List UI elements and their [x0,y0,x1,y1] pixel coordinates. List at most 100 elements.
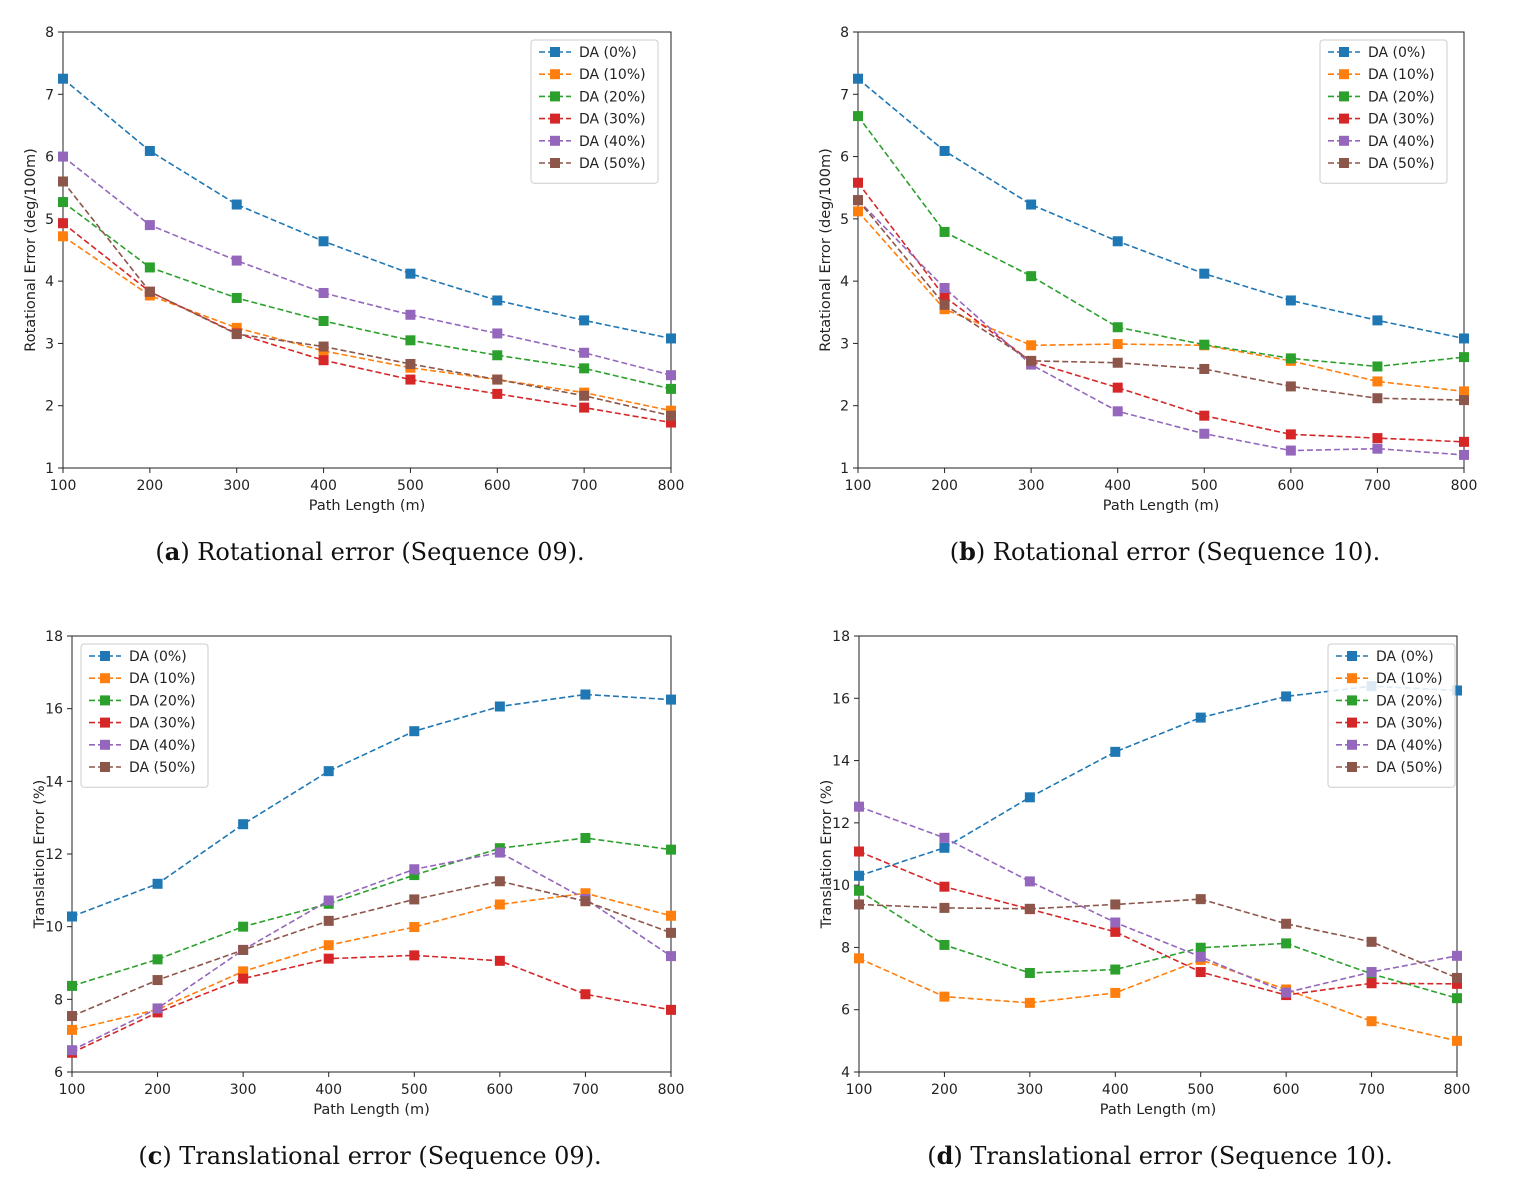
chart-b-series-3-point [1459,436,1469,447]
chart-b-series-line-1 [857,210,1465,393]
chart-c-legend-marker-2 [100,695,110,706]
chart-a-series-0-point [144,145,155,156]
chart-b-legend-marker-3 [1339,113,1349,124]
chart-d-series-2-point [1452,993,1462,1004]
chart-a-ytick-label: 6 [45,150,54,166]
chart-a-series-line-2 [62,201,672,390]
chart-a-ytick-label: 4 [45,274,54,290]
chart-c-series-1-point [238,966,249,977]
chart-a-series-0-point [318,236,329,247]
chart-a-series-5-point [666,410,676,421]
chart-d-series-1-point [1024,997,1035,1008]
chart-c-series-line-0 [71,693,672,918]
chart-b-series-0-point [1459,333,1469,344]
chart-d-xtick-label: 800 [1444,1082,1471,1098]
chart-d-series-5-point [939,902,950,913]
chart-c-legend-marker-1 [100,673,110,684]
chart-b-series-line-4 [857,199,1465,456]
chart-a-legend-label-5: DA (50%) [579,156,646,172]
chart-d-xtick-label: 300 [1016,1082,1043,1098]
chart-b-series-5-point [1112,357,1123,368]
chart-a-series-3-point [492,388,503,399]
chart-d-series-1-point [1110,987,1121,998]
chart-c-series-3-point [666,1004,676,1015]
chart-b-series-4-point [939,282,950,293]
chart-d-series-0-point [854,870,864,881]
chart-c-series-5-point [666,927,676,938]
chart-c-series-line-1 [71,892,672,1031]
chart-d-series-3-point [1195,967,1206,978]
chart-a-series-line-5 [62,180,672,417]
chart-b-series-3-point [1199,410,1210,421]
chart-a-series-1-point [231,322,242,333]
chart-b-series-0-point [1199,268,1210,279]
chart-c-xlabel: Path Length (m) [313,1102,430,1118]
caption-c: (c) Translational error (Sequence 09). [138,1141,602,1170]
chart-c-series-3-point [494,955,505,966]
chart-a-series-4-point [144,220,155,231]
chart-b-ytick-label: 2 [840,399,849,415]
chart-d-series-5-point [1366,936,1377,947]
chart-b-series-4-point [1199,428,1210,439]
chart-a-series-line-1 [62,235,672,412]
chart-d-legend-marker-2 [1347,695,1357,706]
chart-d-series-0-point [1024,792,1035,803]
chart-a-series-2-point [58,197,68,208]
chart-d-series-1-point [854,953,864,964]
chart-b-series-1-point [853,206,863,217]
chart-d-series-4-point [1024,876,1035,887]
chart-a-series-3-point [318,355,329,366]
chart-c-series-1-point [67,1024,77,1035]
chart-c-ytick-label: 8 [54,992,63,1008]
chart-c-legend-label-2: DA (20%) [129,693,196,709]
chart-b-series-3-point [1112,382,1123,393]
chart-d-series-4-point [1452,950,1462,961]
chart-d-series-2-point [1024,967,1035,978]
chart-d-series-line-1 [858,957,1458,1042]
chart-d-ytick-label: 16 [832,691,850,707]
chart-d-series-2-point [939,939,950,950]
chart-b-xlabel: Path Length (m) [1103,498,1220,514]
chart-b-ytick-label: 1 [840,461,849,477]
chart-d-series-line-3 [858,850,1458,996]
chart-b-series-2-point [1199,339,1210,350]
chart-a-legend-label-0: DA (0%) [579,45,637,61]
chart-a-xtick-label: 800 [658,478,685,494]
chart-c-series-4-point [323,895,334,906]
chart-c-series-0-point [409,726,420,737]
chart-a-legend-box [530,39,659,184]
chart-d-series-4-point [854,801,864,812]
chart-a-xtick-label: 600 [484,478,511,494]
chart-d-series-5-point [1110,899,1121,910]
chart-a-series-2-point [579,363,590,374]
chart-c-series-5-point [494,876,505,887]
chart-d-legend-label-3: DA (30%) [1376,716,1443,732]
chart-b-series-0-point [1372,315,1383,326]
chart-b-series-4-point [1372,443,1383,454]
chart-a-legend-label-3: DA (30%) [579,112,646,128]
chart-d-series-2-point [1195,942,1206,953]
chart-a-series-5-point [144,286,155,297]
chart-c-series-0-point [494,701,505,712]
chart-c-series-3-point [580,989,591,1000]
chart-d-legend-marker-0 [1347,651,1357,661]
chart-c-legend-label-1: DA (10%) [129,671,196,687]
chart-c-series-5-point [67,1011,77,1022]
chart-d-ytick-label: 12 [832,816,850,832]
chart-a-legend-marker-2 [550,91,560,102]
chart-b-xtick-label: 500 [1191,478,1218,494]
chart-a-series-3-point [666,417,676,428]
chart-d-ytick-label: 8 [841,940,850,956]
chart-b-series-5-point [939,299,950,310]
chart-a-series-0-point [231,199,242,210]
chart-c-svg: 100 200 300 400 500 600 700 800 6 8 10 12 14 16 18 Path… [32,629,684,1118]
chart-a-legend-marker-5 [550,158,560,168]
chart-d-legend-marker-5 [1347,762,1357,772]
chart-c-series-line-5 [71,880,672,1017]
chart-d-series-2-point [1110,964,1121,975]
chart-a-series-5-point [231,329,242,340]
chart-a-series-4-point [666,370,676,381]
chart-c-series-0-point [238,819,249,830]
chart-b-series-line-3 [857,182,1465,443]
chart-b-ytick-label: 3 [840,336,849,352]
